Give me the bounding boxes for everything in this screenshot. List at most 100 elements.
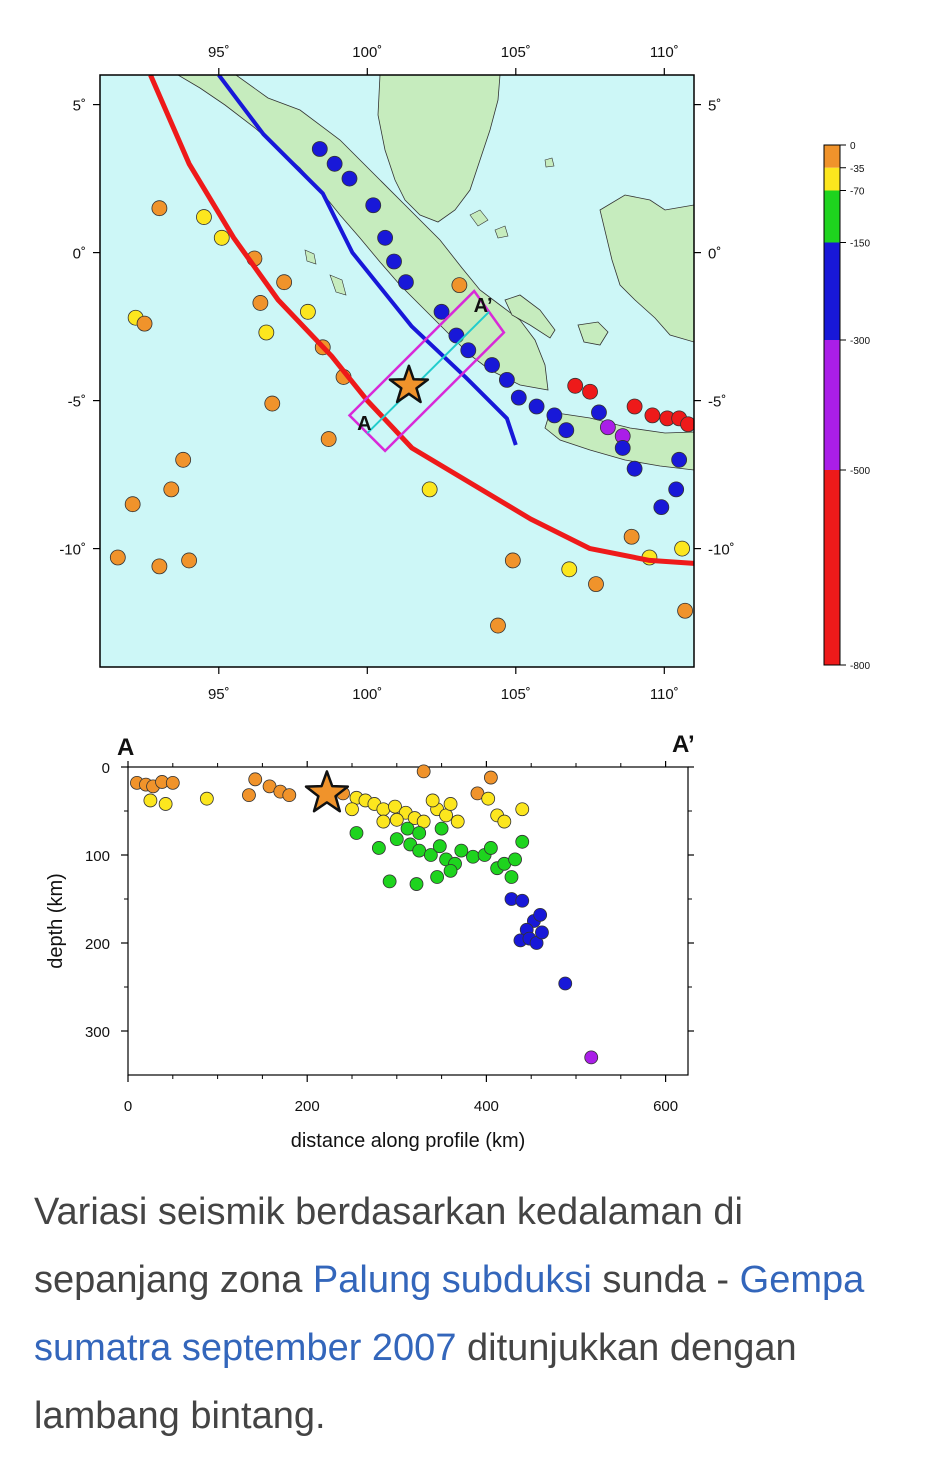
map-axes: 95˚ 100˚ 105˚ 110˚ 95˚ 100˚ 105˚ 110˚ 5˚ 0˚ -5˚ -10…: [59, 44, 734, 703]
colorbar-segment: [824, 340, 840, 470]
caption-link-gempa-sumatra[interactable]: Gempa sumatra september 2007: [34, 1259, 865, 1369]
map-quake-point: [163, 481, 180, 498]
colorbar-segment: [824, 242, 840, 340]
profile-quake-point: [443, 797, 458, 811]
profile-quake-point: [584, 1050, 599, 1065]
colorbar-tick-label: -300: [850, 336, 870, 347]
map-quake-point: [151, 200, 168, 217]
profile-quake-point: [143, 793, 158, 808]
profile-x-tick-label: 600: [653, 1098, 678, 1115]
map-quake-point: [311, 141, 328, 157]
map-quake-point: [567, 377, 584, 394]
profile-label-a-prime: A’: [672, 731, 695, 758]
profile-x-tick-label: 400: [474, 1098, 499, 1115]
map-quake-point: [398, 274, 414, 291]
profile-quake-point: [389, 832, 404, 847]
map-quake-point: [451, 277, 468, 294]
profile-quake-point: [158, 797, 173, 811]
profile-quake-point: [412, 843, 427, 858]
figure: A A’ 95˚ 100˚ 105˚ 110˚ 95˚ 100˚ 105˚ 110˚ 5˚ 0˚ -5…: [45, 44, 870, 1152]
trench-line: [148, 75, 694, 566]
profile-quake-point: [349, 826, 364, 840]
profile-quake-point: [165, 775, 180, 790]
mentawai-islands: [304, 249, 347, 296]
profile-line: [366, 311, 490, 434]
profile-quake-point: [508, 852, 522, 867]
map-quake-point: [644, 407, 661, 424]
malay-peninsula: [377, 75, 501, 223]
map-right-tick-label: -5˚: [708, 394, 726, 411]
map-quake-point: [680, 416, 694, 433]
map-quake-point: [258, 324, 275, 341]
riau-islands: [469, 157, 555, 239]
map-quake-point: [528, 398, 545, 415]
caption-link-palung-subduksi[interactable]: Palung subduksi: [312, 1259, 592, 1301]
map-quake-point: [365, 197, 382, 214]
map-right-tick-label: -10˚: [708, 542, 735, 559]
profile-quake-point: [425, 793, 440, 808]
map-marks: A A’: [109, 75, 694, 634]
caption-text-3: ditunjukkan dengan lambang bintang.: [34, 1327, 797, 1437]
depth-colorbar: 0 -35 -70 -150 -300 -500 -800: [823, 141, 870, 672]
map-quake-point: [252, 295, 269, 311]
profile-quake-point: [515, 893, 530, 908]
seismicity-map: A A’ 95˚ 100˚ 105˚ 110˚ 95˚ 100˚ 105˚ 110˚ 5˚ 0˚ -5…: [59, 44, 734, 703]
map-quake-point: [109, 549, 126, 566]
profile-quake-point: [515, 834, 530, 849]
map-bottom-tick-label: 100˚: [352, 686, 382, 703]
map-quake-point: [668, 481, 685, 498]
map-quake-point: [561, 561, 578, 578]
map-quake-point: [498, 371, 515, 388]
profile-quake-point: [389, 812, 404, 827]
profile-quake-point: [400, 821, 415, 836]
map-quake-point: [299, 303, 316, 320]
map-quake-point: [448, 327, 465, 344]
map-quake-point: [591, 404, 607, 421]
profile-quake-point: [432, 839, 447, 854]
borneo-island: [599, 194, 694, 343]
profile-y-tick-label: 100: [85, 848, 110, 865]
profile-quake-point: [416, 764, 431, 779]
depth-profile: A A’ 0 200 400 600 0 100 200 300 distance along…: [45, 731, 695, 1152]
map-quake-point: [460, 342, 477, 359]
map-quake-point: [213, 229, 230, 246]
map-quake-point: [674, 540, 691, 557]
figure-caption: Variasi seismik berdasarkan kedalaman di…: [34, 1178, 904, 1450]
map-quake-point: [264, 395, 281, 412]
colorbar-segment: [824, 470, 840, 665]
profile-axes: 0 200 400 600 0 100 200 300: [85, 760, 694, 1115]
map-quake-point: [626, 398, 643, 415]
profile-y-tick-label: 200: [85, 936, 110, 953]
profile-quake-point: [434, 821, 449, 836]
caption-text-2: sunda -: [591, 1259, 740, 1301]
colorbar-frame: [823, 144, 841, 666]
profile-quake-point: [199, 791, 214, 806]
map-frame: [99, 74, 695, 668]
caption-text-1: Variasi seismik berdasarkan kedalaman di…: [34, 1191, 743, 1301]
map-quake-point: [433, 303, 450, 320]
profile-quake-point: [423, 848, 438, 862]
map-quake-point: [320, 431, 337, 447]
profile-y-tick-label: 0: [102, 760, 110, 777]
map-top-tick-label: 105˚: [501, 44, 531, 61]
map-left-tick-label: -10˚: [59, 542, 86, 559]
map-quake-point: [614, 440, 631, 456]
map-quake-point: [196, 209, 212, 225]
map-right-tick-label: 0˚: [708, 246, 721, 263]
profile-quake-point: [376, 802, 391, 817]
map-quake-point: [510, 389, 527, 406]
profile-quake-point: [533, 907, 548, 922]
map-quake-point: [124, 496, 141, 513]
map-quake-point: [484, 357, 500, 373]
map-quake-point: [326, 155, 343, 172]
profile-box: [347, 289, 506, 453]
colorbar-tick-label: -70: [850, 187, 865, 198]
map-quake-point: [546, 407, 563, 424]
profile-quake-point: [345, 802, 359, 817]
profile-quake-point: [248, 772, 263, 787]
map-label-a-prime: A’: [474, 295, 493, 317]
profile-quake-point: [376, 814, 391, 829]
profile-quake-point: [483, 770, 498, 785]
colorbar-segment: [824, 145, 840, 168]
profile-quake-point: [483, 841, 498, 855]
